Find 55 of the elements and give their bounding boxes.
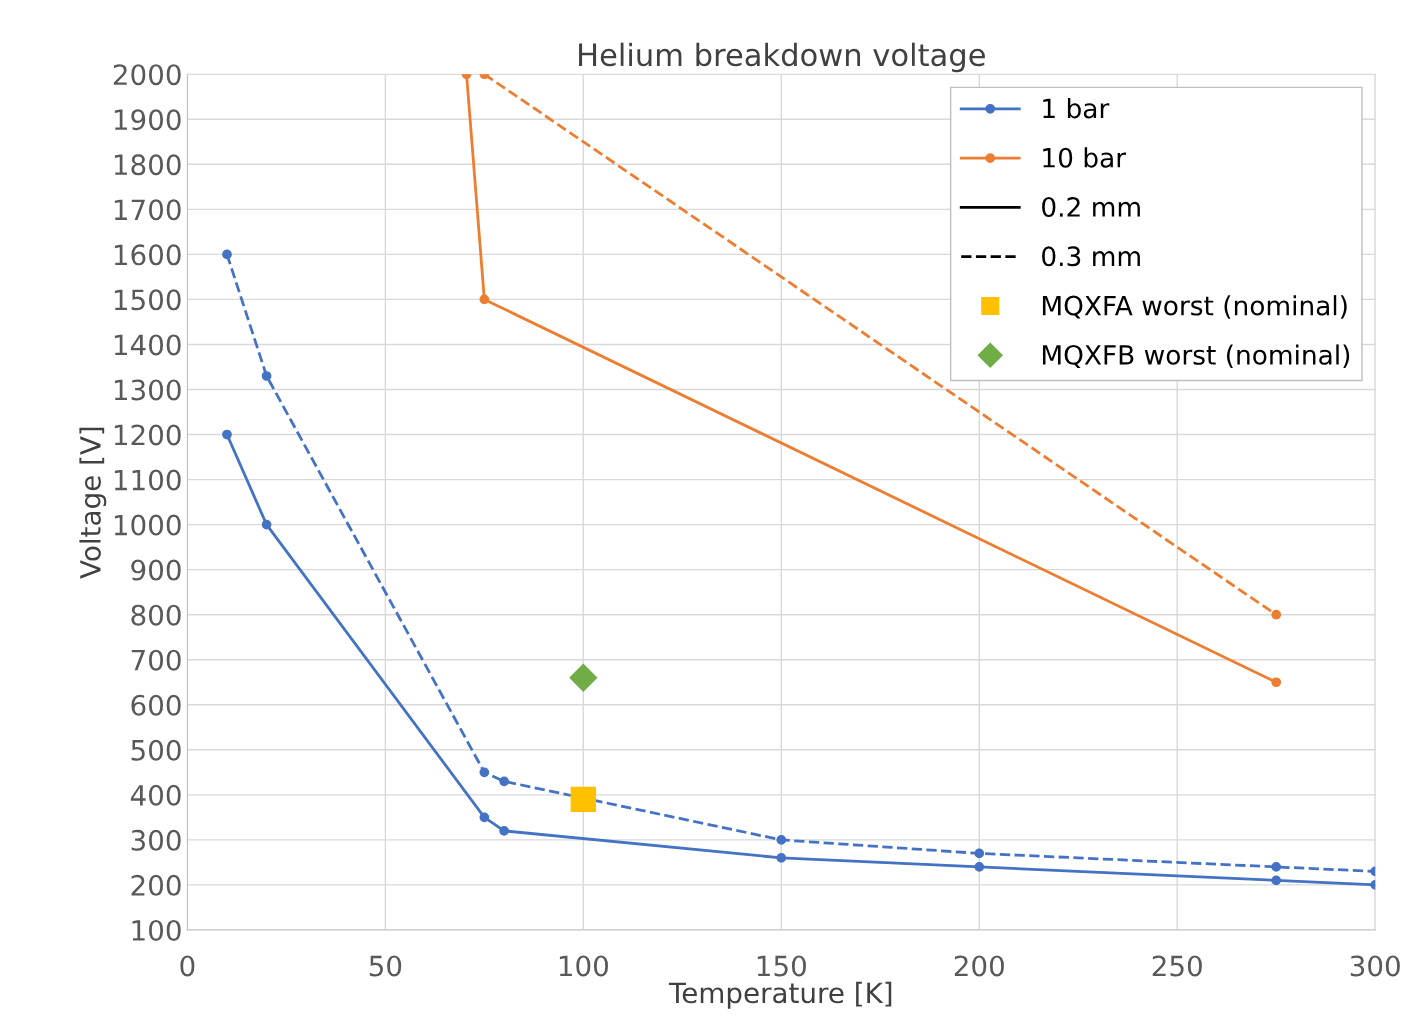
point — [974, 848, 985, 859]
legend-label: MQXFB worst (nominal) — [1042, 344, 1350, 368]
x-tick-label: 200 — [954, 955, 1004, 977]
legend-label: MQXFA worst (nominal) — [1042, 295, 1347, 319]
y-axis-title: Voltage [V] — [79, 427, 107, 579]
legend-label: 1 bar — [1043, 97, 1110, 119]
point — [222, 249, 232, 260]
point — [499, 776, 510, 787]
y-tick-label: 1400 — [114, 334, 181, 356]
legend-label: 10 bar — [1043, 147, 1127, 168]
point — [1271, 609, 1282, 620]
y-tick-label: 1500 — [114, 289, 181, 311]
point — [1271, 677, 1282, 688]
y-tick-label: 1300 — [114, 379, 181, 401]
point — [1271, 875, 1282, 886]
y-tick-label: 500 — [131, 739, 181, 761]
x-tick-label: 50 — [369, 955, 402, 977]
point — [479, 767, 490, 778]
y-tick-label: 100 — [132, 919, 181, 941]
point — [974, 862, 985, 872]
y-tick-label: 200 — [131, 874, 181, 896]
x-tick-label: 100 — [559, 955, 608, 977]
chart-title: Helium breakdown voltage — [579, 42, 985, 73]
x-tick-label: 300 — [1350, 955, 1400, 977]
point — [499, 826, 510, 836]
y-tick-label: 1000 — [114, 514, 181, 536]
point — [479, 812, 490, 823]
x-tick-label: 0 — [180, 955, 195, 977]
y-tick-label: 400 — [130, 784, 181, 806]
x-tick-label: 250 — [1152, 955, 1202, 977]
y-tick-label: 600 — [131, 694, 181, 716]
point — [1271, 862, 1282, 872]
y-tick-label: 1700 — [114, 199, 181, 221]
y-tick-label: 700 — [131, 649, 181, 671]
y-tick-label: 1200 — [114, 424, 181, 446]
point — [261, 371, 272, 381]
y-tick-label: 1800 — [114, 154, 181, 176]
y-tick-label: 1600 — [114, 244, 181, 266]
point — [222, 429, 232, 440]
y-tick-label: 2000 — [113, 64, 181, 86]
y-tick-label: 1900 — [114, 109, 181, 131]
legend-label: 0.3 mm — [1042, 246, 1140, 267]
y-tick-label: 800 — [131, 604, 181, 626]
y-tick-label: 900 — [131, 559, 181, 581]
y-tick-label: 1100 — [114, 469, 181, 491]
legend-label: 0.2 mm — [1042, 197, 1140, 217]
point — [261, 519, 272, 530]
point — [569, 663, 598, 692]
point — [479, 294, 490, 305]
x-tick-label: 150 — [757, 955, 806, 977]
x-axis-title: Temperature [K] — [668, 981, 892, 1009]
point — [570, 786, 597, 813]
point — [776, 835, 787, 845]
y-tick-label: 300 — [131, 829, 181, 851]
point — [776, 853, 787, 863]
